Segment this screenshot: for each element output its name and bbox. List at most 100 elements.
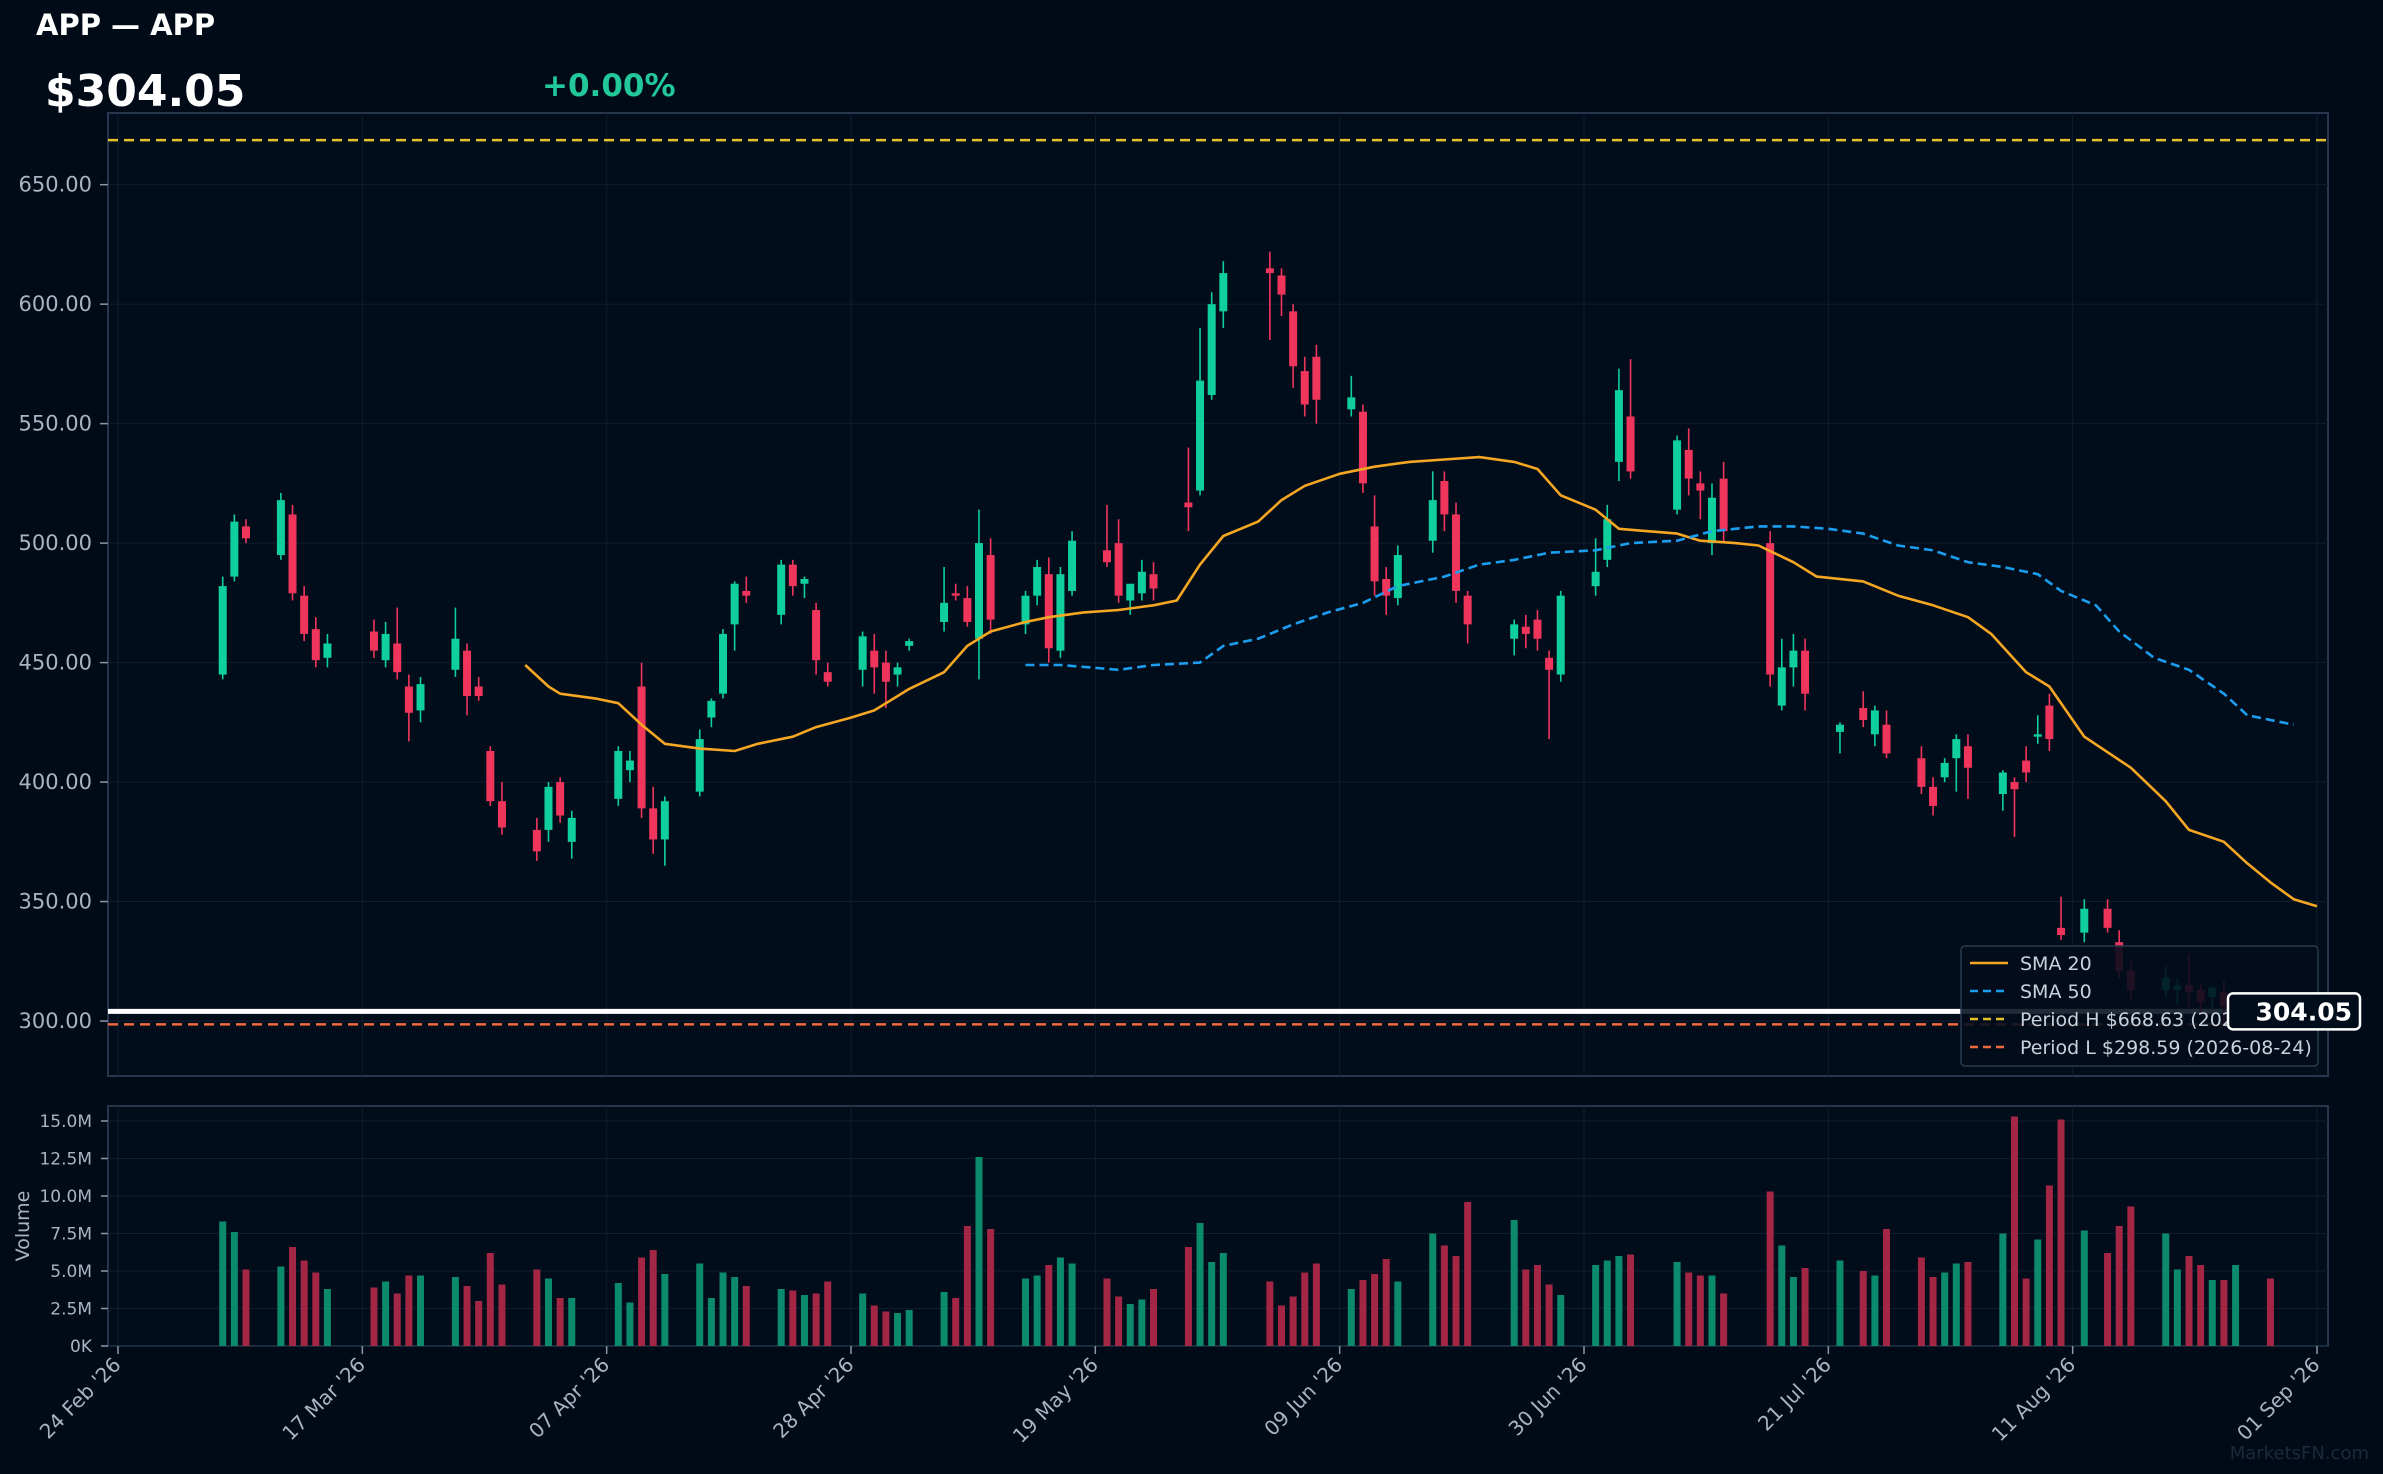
volume-bar [1138,1299,1146,1346]
candle-body [858,636,867,670]
volume-bar [289,1247,297,1346]
volume-bar [952,1298,960,1346]
candle-body [788,564,797,587]
candle-body [474,686,483,697]
volume-bar [905,1310,913,1346]
candle [1312,344,1321,424]
candle-body [300,595,309,634]
volume-bar [2104,1253,2112,1346]
volume-bar [486,1253,494,1346]
candle [1521,614,1530,649]
candle [1870,705,1879,747]
candle [881,650,890,709]
date-tick-label: 01 Sep '26 [2232,1353,2324,1445]
volume-bar [2220,1280,2228,1346]
candle-body [1219,273,1228,312]
candle-body [1766,543,1775,675]
volume-bar [556,1298,564,1346]
sma50-line [1025,525,2294,726]
candle-body [463,650,472,697]
volume-bar [1115,1296,1123,1346]
volume-bar [393,1293,401,1346]
candle [812,602,821,675]
candle-body [1312,356,1321,400]
volume-bar [1778,1245,1786,1346]
candle-body [532,829,541,852]
volume-bar [2022,1278,2030,1346]
volume-bar [1068,1263,1076,1346]
candle-body [393,643,402,673]
candle-body [1998,772,2007,795]
price-tick-label: 300.00 [19,1009,92,1033]
volume-bar [1277,1305,1285,1346]
volume-bar [475,1301,483,1346]
volume-bar [463,1286,471,1346]
legend-label: SMA 20 [2020,953,2092,975]
candle [1591,538,1600,596]
volume-bar [800,1295,808,1346]
candle [1137,559,1146,601]
volume-bar [1720,1293,1728,1346]
candle [1370,495,1379,596]
volume-bar [812,1293,820,1346]
volume-bar [1429,1233,1437,1346]
volume-bar [1382,1259,1390,1346]
candle-body [1277,275,1286,295]
volume-bar [370,1287,378,1346]
volume-bar [859,1293,867,1346]
candle-body [812,610,821,661]
candle [1603,504,1612,568]
volume-bar [2010,1116,2018,1346]
candle-body [951,593,960,596]
candle [2045,693,2054,752]
volume-bar [1801,1268,1809,1346]
candle-body [556,782,565,816]
candle [1789,633,1798,687]
date-tick-label: 28 Apr '26 [768,1353,858,1443]
candle-body [986,555,995,620]
legend-label: SMA 50 [2020,981,2092,1003]
volume-bar [614,1283,622,1346]
candle-body [1056,574,1065,651]
candle [2033,715,2042,744]
candle-body [1859,708,1868,720]
candle-body [404,686,413,713]
volume-bar [1452,1256,1460,1346]
candle [218,576,227,680]
candle [1963,734,1972,799]
volume-panel [107,1105,2329,1347]
candle-body [1102,550,1111,563]
candle-body [1452,514,1461,591]
candle-body [707,700,716,718]
candle [870,633,879,694]
volume-bar [1557,1295,1565,1346]
volume-bar [2045,1185,2053,1346]
volume-bar [1883,1229,1891,1346]
candle [1533,610,1542,651]
candle [451,607,460,677]
volume-bar [1603,1260,1611,1346]
candle [2010,777,2019,838]
volume-bar [219,1221,227,1346]
candle-body [2045,705,2054,740]
date-axis: 24 Feb '26 17 Mar '26 07 Apr '26 28 Apr '26… [35,1346,2325,1448]
candle [742,576,751,603]
candle-body [777,564,786,615]
volume-bar [498,1284,506,1346]
volume-bar [1359,1280,1367,1346]
volume-bar [1126,1304,1134,1346]
price-change: +0.00% [542,68,676,104]
price-tick-label: 650.00 [19,173,92,197]
candle-body [323,643,332,658]
price-axis: 300.00 350.00 400.00 450.00 500.00 550.00 600.… [19,173,108,1033]
price-tick-label: 600.00 [19,292,92,316]
volume-bar [277,1266,285,1346]
candle-body [1545,657,1554,670]
candle-body [288,514,297,594]
volume-bar [2162,1233,2170,1346]
candle-body [1521,626,1530,634]
candle [777,559,786,625]
candle-body [369,631,378,651]
candle-body [870,650,879,668]
